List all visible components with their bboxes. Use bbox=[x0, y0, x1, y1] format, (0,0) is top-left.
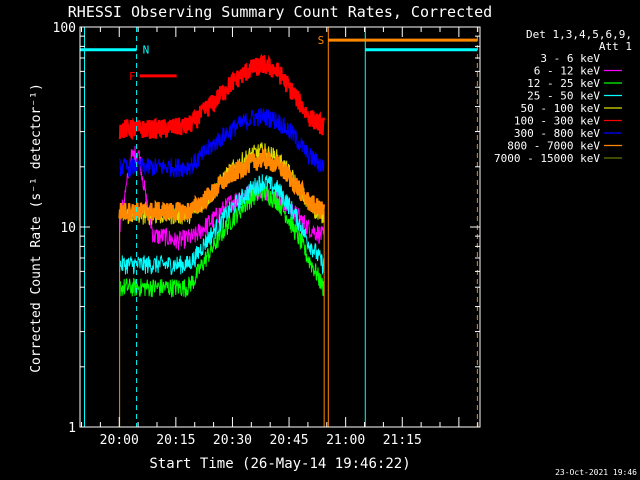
legend-label: 12 - 25 keV bbox=[527, 77, 600, 90]
legend-label: 3 - 6 keV bbox=[540, 52, 600, 65]
x-tick-label: 20:15 bbox=[156, 433, 195, 448]
legend-label: 6 - 12 keV bbox=[534, 65, 601, 78]
legend-header: Att 1 bbox=[599, 40, 632, 53]
series-line bbox=[118, 146, 325, 223]
legend-label: 50 - 100 keV bbox=[521, 102, 601, 115]
x-tick-label: 20:45 bbox=[269, 433, 308, 448]
axes: 1 10 100 20:00 20:15 20:30 20:45 21:00 21:15 bbox=[53, 21, 481, 448]
x-tick-label: 21:15 bbox=[383, 433, 422, 448]
series-line bbox=[119, 174, 325, 276]
series-line bbox=[119, 107, 325, 179]
plot-timestamp: 23-Oct-2021 19:46 bbox=[555, 468, 637, 477]
legend-label: 100 - 300 keV bbox=[514, 115, 600, 128]
y-tick-label: 100 bbox=[53, 21, 76, 36]
x-tick-label: 21:00 bbox=[326, 433, 365, 448]
legend-header: Det 1,3,4,5,6,9, bbox=[526, 28, 632, 41]
series-line bbox=[119, 183, 325, 298]
y-tick-label: 1 bbox=[68, 421, 76, 436]
legend-label: 300 - 800 keV bbox=[514, 127, 600, 140]
flag-label: F bbox=[129, 70, 136, 83]
y-axis-label: Corrected Count Rate (s⁻¹ detector⁻¹) bbox=[29, 83, 44, 373]
x-axis-label: Start Time (26-May-14 19:46:22) bbox=[149, 456, 410, 472]
legend-label: 7000 - 15000 keV bbox=[494, 152, 600, 165]
x-tick-label: 20:00 bbox=[100, 433, 139, 448]
y-tick-label: 10 bbox=[60, 221, 76, 236]
series-line bbox=[118, 53, 325, 141]
flag-label: S bbox=[318, 34, 325, 47]
legend-label: 800 - 7000 keV bbox=[507, 140, 600, 153]
flag-label: N bbox=[143, 44, 150, 57]
series-line bbox=[119, 145, 325, 251]
chart-title: RHESSI Observing Summary Count Rates, Co… bbox=[68, 3, 492, 21]
legend-label: 25 - 50 keV bbox=[527, 90, 600, 103]
x-tick-label: 20:30 bbox=[213, 433, 252, 448]
